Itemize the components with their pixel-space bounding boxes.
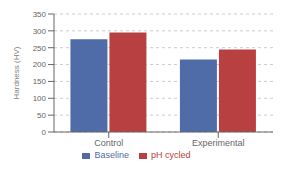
svg-text:250: 250: [33, 44, 47, 53]
svg-text:200: 200: [33, 60, 47, 69]
html-text:pH cycled: pH cycled: [151, 150, 191, 160]
svg-text:350: 350: [33, 10, 47, 19]
html-text:Baseline: Baseline: [94, 150, 129, 160]
svg-text:Control: Control: [94, 138, 123, 148]
svg-text:0: 0: [42, 128, 47, 137]
svg-text:300: 300: [33, 27, 47, 36]
svg-text:100: 100: [33, 94, 47, 103]
svg-text:Hardness (HV): Hardness (HV): [12, 46, 21, 99]
svg-text:Experimental: Experimental: [192, 138, 245, 148]
svg-text:50: 50: [37, 111, 46, 120]
svg-text:150: 150: [33, 77, 47, 86]
